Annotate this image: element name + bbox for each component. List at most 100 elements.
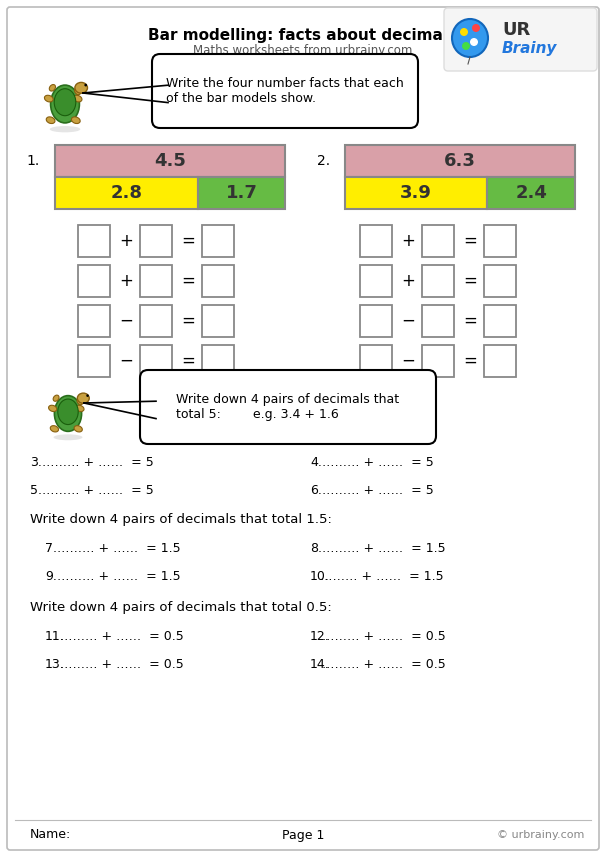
- Ellipse shape: [46, 117, 55, 123]
- Text: 4.: 4.: [310, 456, 322, 469]
- Text: =: =: [181, 232, 195, 250]
- Bar: [55, 145, 285, 177]
- Text: ……… + ……  = 5: ……… + …… = 5: [42, 483, 154, 496]
- Text: 2.8: 2.8: [110, 184, 142, 202]
- Bar: [360, 345, 392, 377]
- Text: 1.: 1.: [27, 154, 40, 168]
- Text: ……… + ……  = 0.5: ……… + …… = 0.5: [60, 630, 184, 643]
- Text: Maths worksheets from urbrainy.com: Maths worksheets from urbrainy.com: [193, 44, 413, 57]
- Ellipse shape: [452, 19, 488, 57]
- Bar: [202, 345, 234, 377]
- Text: 6.3: 6.3: [444, 152, 476, 170]
- Circle shape: [470, 38, 478, 46]
- Text: ……… + ……  = 1.5: ……… + …… = 1.5: [57, 542, 181, 554]
- Text: 11.: 11.: [45, 630, 65, 643]
- FancyBboxPatch shape: [152, 54, 418, 128]
- Text: +: +: [401, 272, 415, 290]
- Text: ……… + ……  = 0.5: ……… + …… = 0.5: [60, 657, 184, 670]
- Text: 3.: 3.: [30, 456, 42, 469]
- Ellipse shape: [86, 394, 89, 397]
- Bar: [487, 177, 575, 209]
- Text: Write down 4 pairs of decimals that total 0.5:: Write down 4 pairs of decimals that tota…: [30, 602, 331, 614]
- Text: −: −: [401, 352, 415, 370]
- Ellipse shape: [44, 95, 53, 102]
- Bar: [422, 345, 454, 377]
- Ellipse shape: [84, 84, 87, 87]
- FancyBboxPatch shape: [7, 7, 599, 850]
- Text: =: =: [463, 232, 477, 250]
- Ellipse shape: [78, 393, 89, 404]
- Text: 1.7: 1.7: [225, 184, 258, 202]
- Text: ……… + ……  = 1.5: ……… + …… = 1.5: [320, 570, 444, 583]
- Bar: [202, 265, 234, 297]
- Circle shape: [460, 28, 468, 36]
- Bar: [422, 305, 454, 337]
- Text: 5.: 5.: [30, 483, 42, 496]
- Bar: [422, 265, 454, 297]
- Ellipse shape: [50, 126, 81, 132]
- Bar: [78, 345, 110, 377]
- Ellipse shape: [54, 89, 76, 116]
- Ellipse shape: [50, 85, 79, 123]
- Bar: [484, 225, 516, 257]
- Text: Page 1: Page 1: [282, 829, 324, 842]
- Bar: [140, 225, 172, 257]
- Bar: [484, 345, 516, 377]
- Circle shape: [462, 42, 470, 50]
- Text: ……… + ……  = 0.5: ……… + …… = 0.5: [322, 657, 446, 670]
- Ellipse shape: [75, 88, 81, 94]
- Text: 6.: 6.: [310, 483, 322, 496]
- Text: Write down 4 pairs of decimals that
total 5:        e.g. 3.4 + 1.6: Write down 4 pairs of decimals that tota…: [176, 393, 399, 421]
- Ellipse shape: [48, 405, 57, 411]
- Bar: [360, 305, 392, 337]
- Text: 8.: 8.: [310, 542, 322, 554]
- Bar: [140, 265, 172, 297]
- Bar: [202, 225, 234, 257]
- FancyBboxPatch shape: [444, 8, 597, 71]
- Ellipse shape: [49, 85, 56, 91]
- Text: Bar modelling: facts about decimals: Bar modelling: facts about decimals: [148, 28, 458, 43]
- Text: © urbrainy.com: © urbrainy.com: [497, 830, 584, 840]
- Text: 2.4: 2.4: [515, 184, 547, 202]
- Bar: [202, 305, 234, 337]
- Bar: [78, 305, 110, 337]
- Bar: [140, 345, 172, 377]
- Text: 10.: 10.: [310, 570, 330, 583]
- Text: 12.: 12.: [310, 630, 330, 643]
- Text: 7.: 7.: [45, 542, 57, 554]
- Bar: [78, 225, 110, 257]
- Text: −: −: [119, 352, 133, 370]
- Ellipse shape: [55, 396, 82, 431]
- Bar: [360, 265, 392, 297]
- Bar: [55, 177, 198, 209]
- Text: +: +: [401, 232, 415, 250]
- Text: 9.: 9.: [45, 570, 57, 583]
- Bar: [422, 225, 454, 257]
- Text: =: =: [463, 352, 477, 370]
- Text: =: =: [463, 312, 477, 330]
- Text: Name:: Name:: [30, 829, 72, 842]
- Ellipse shape: [58, 399, 78, 424]
- Ellipse shape: [75, 82, 87, 93]
- Ellipse shape: [72, 117, 80, 123]
- Circle shape: [472, 24, 480, 32]
- FancyBboxPatch shape: [140, 370, 436, 444]
- Bar: [484, 265, 516, 297]
- Text: =: =: [181, 352, 195, 370]
- Text: =: =: [463, 272, 477, 290]
- Text: Brainy: Brainy: [502, 40, 558, 56]
- Text: ……… + ……  = 1.5: ……… + …… = 1.5: [322, 542, 445, 554]
- Ellipse shape: [76, 405, 84, 411]
- Ellipse shape: [77, 399, 83, 405]
- Bar: [484, 305, 516, 337]
- Text: −: −: [119, 312, 133, 330]
- Ellipse shape: [73, 95, 82, 102]
- Ellipse shape: [53, 395, 59, 401]
- Text: =: =: [181, 312, 195, 330]
- Text: ……… + ……  = 5: ……… + …… = 5: [322, 483, 434, 496]
- Ellipse shape: [74, 426, 82, 432]
- Ellipse shape: [53, 434, 82, 440]
- Text: ……… + ……  = 0.5: ……… + …… = 0.5: [322, 630, 446, 643]
- Bar: [360, 225, 392, 257]
- Text: +: +: [119, 232, 133, 250]
